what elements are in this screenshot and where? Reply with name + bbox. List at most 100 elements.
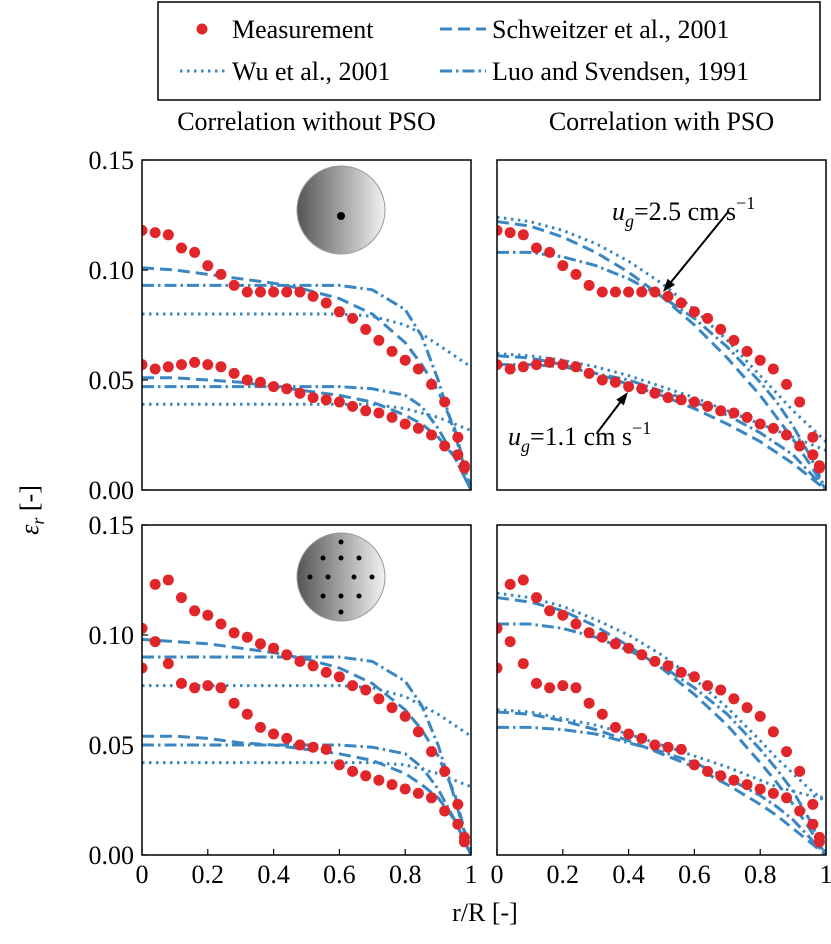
measurement-point — [636, 287, 647, 298]
measurement-point — [636, 383, 647, 394]
measurement-point — [663, 291, 674, 302]
measurement-point — [426, 746, 437, 757]
plot-area — [137, 575, 472, 856]
measurement-point — [623, 287, 634, 298]
measurement-point — [334, 759, 345, 770]
measurement-point — [518, 658, 529, 669]
measurement-point — [570, 619, 581, 630]
measurement-point — [189, 605, 200, 616]
measurement-point — [610, 287, 621, 298]
measurement-point — [229, 368, 240, 379]
legend-label: Measurement — [232, 15, 374, 44]
measurement-point — [400, 784, 411, 795]
measurement-point — [400, 355, 411, 366]
measurement-point — [281, 383, 292, 394]
measurement-point — [268, 643, 279, 654]
y-tick-label: 0.05 — [89, 731, 135, 760]
measurement-point — [755, 419, 766, 430]
measurement-point — [584, 280, 595, 291]
measurement-point — [215, 682, 226, 693]
measurement-point — [689, 759, 700, 770]
measurement-point — [150, 227, 161, 238]
x-tick-label: 0 — [136, 860, 149, 889]
measurement-point — [347, 313, 358, 324]
measurement-point — [360, 685, 371, 696]
measurement-point — [689, 306, 700, 317]
x-tick-label: 0.8 — [744, 860, 777, 889]
measurement-point — [814, 463, 825, 474]
measurement-point — [163, 229, 174, 240]
measurement-point — [531, 359, 542, 370]
legend-label: Luo and Svendsen, 1991 — [492, 57, 749, 86]
measurement-point — [531, 592, 542, 603]
measurement-point — [229, 698, 240, 709]
measurement-point — [439, 441, 450, 452]
measurement-point — [452, 819, 463, 830]
measurement-point — [452, 432, 463, 443]
measurement-point — [623, 643, 634, 654]
measurement-point — [281, 733, 292, 744]
measurement-point — [544, 682, 555, 693]
annotation: ug=1.1 cm s−1 — [508, 418, 651, 456]
model-curve — [142, 268, 471, 490]
measurement-point — [360, 405, 371, 416]
measurement-point — [321, 298, 332, 309]
measurement-point — [360, 324, 371, 335]
plot-area — [137, 225, 472, 490]
measurement-point — [202, 680, 213, 691]
measurement-point — [676, 298, 687, 309]
measurement-point — [308, 392, 319, 403]
measurement-point — [755, 784, 766, 795]
nozzle-icon-multi — [297, 533, 385, 621]
measurement-point — [308, 660, 319, 671]
measurement-point — [400, 711, 411, 722]
measurement-point — [728, 335, 739, 346]
measurement-point — [202, 359, 213, 370]
measurement-point — [649, 287, 660, 298]
measurement-point — [597, 709, 608, 720]
annotation-sub: g — [625, 211, 634, 231]
measurement-point — [413, 364, 424, 375]
measurement-point — [176, 359, 187, 370]
measurement-point — [373, 408, 384, 419]
x-tick-label: 0.2 — [547, 860, 580, 889]
y-tick-label: 0.10 — [89, 621, 135, 650]
measurement-point — [715, 770, 726, 781]
measurement-point — [242, 632, 253, 643]
measurement-point — [334, 671, 345, 682]
x-tick-label: 0.6 — [678, 860, 711, 889]
measurement-point — [229, 280, 240, 291]
measurement-point — [597, 375, 608, 386]
measurement-point — [597, 632, 608, 643]
measurement-point — [584, 698, 595, 709]
measurement-point — [636, 649, 647, 660]
model-curve — [497, 598, 826, 855]
measurement-point — [294, 287, 305, 298]
measurement-point — [584, 627, 595, 638]
measurement-point — [439, 766, 450, 777]
measurement-point — [215, 361, 226, 372]
measurement-point — [215, 619, 226, 630]
measurement-point — [215, 269, 226, 280]
measurement-point — [150, 636, 161, 647]
annotation-arrowhead — [616, 392, 628, 405]
measurement-point — [268, 381, 279, 392]
y-tick-label: 0.05 — [89, 366, 135, 395]
y-label-text: [-] — [15, 485, 44, 517]
y-tick-label: 0.00 — [89, 476, 135, 505]
measurement-point — [768, 726, 779, 737]
measurement-point — [347, 766, 358, 777]
measurement-point — [347, 401, 358, 412]
annotation-base: u — [508, 422, 521, 451]
measurement-point — [439, 806, 450, 817]
measurement-point — [505, 636, 516, 647]
y-tick-label: 0.15 — [89, 511, 135, 540]
measurement-point — [702, 680, 713, 691]
measurement-point — [557, 680, 568, 691]
measurement-point — [176, 243, 187, 254]
measurement-point — [597, 287, 608, 298]
panel-title: Correlation without PSO — [177, 107, 436, 136]
